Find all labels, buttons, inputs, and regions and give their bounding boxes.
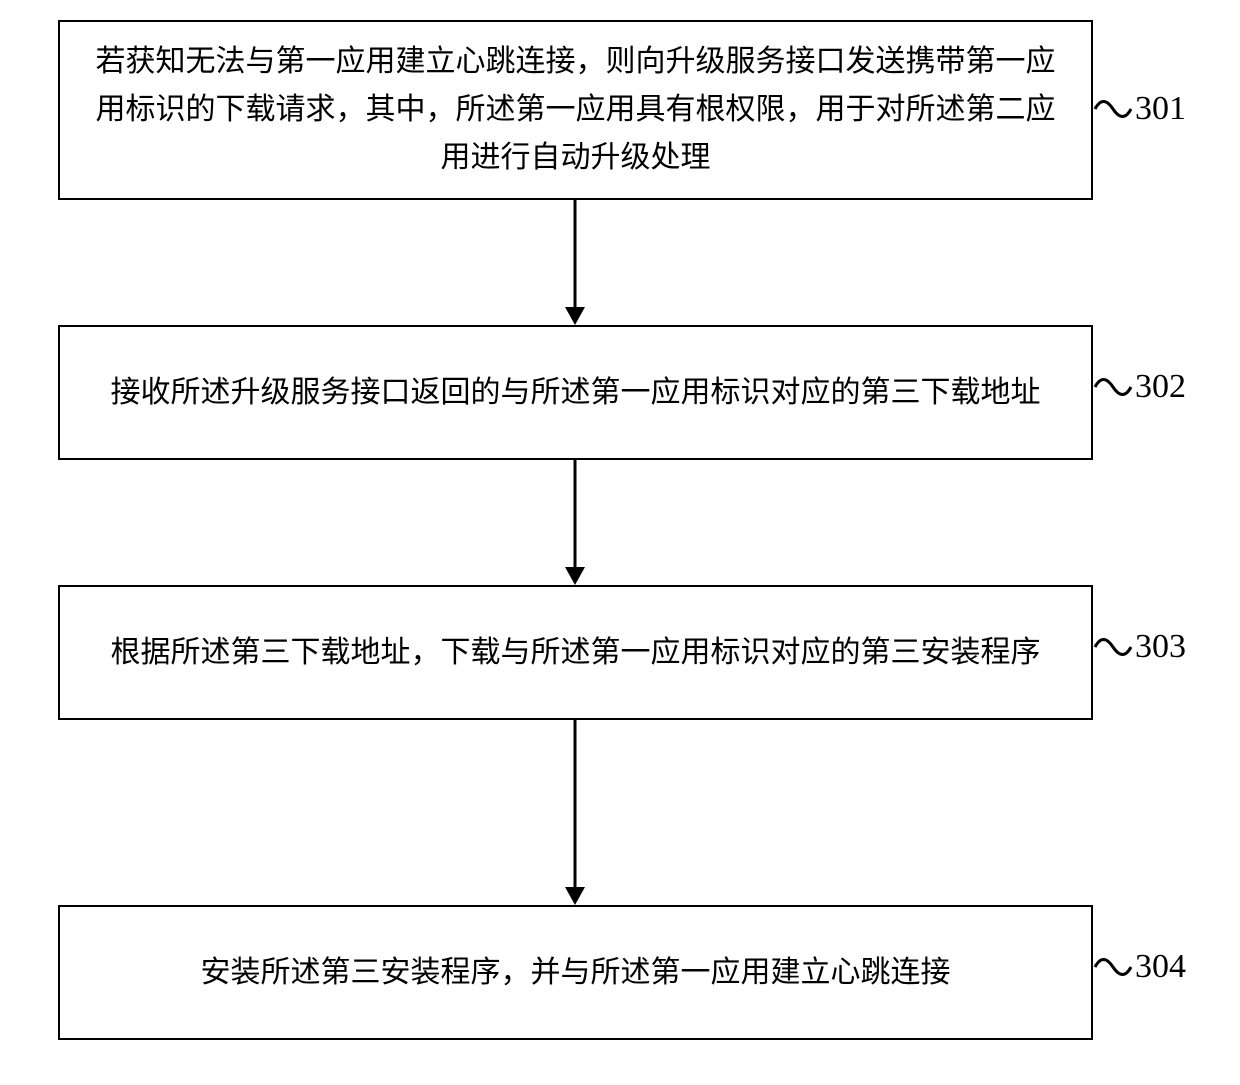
step-box-1: 若获知无法与第一应用建立心跳连接，则向升级服务接口发送携带第一应用标识的下载请求… [58,20,1093,200]
connector-marker-1 [1093,96,1133,122]
step-box-4: 安装所述第三安装程序，并与所述第一应用建立心跳连接 [58,905,1093,1040]
connector-marker-2 [1093,374,1133,400]
arrow-head-2 [565,567,585,585]
step-text-4: 安装所述第三安装程序，并与所述第一应用建立心跳连接 [201,949,951,997]
step-label-3: 303 [1135,628,1186,666]
step-label-4: 304 [1135,948,1186,986]
arrow-line-3 [574,720,577,887]
arrow-line-2 [574,460,577,567]
step-text-1: 若获知无法与第一应用建立心跳连接，则向升级服务接口发送携带第一应用标识的下载请求… [90,38,1061,182]
step-text-3: 根据所述第三下载地址，下载与所述第一应用标识对应的第三安装程序 [111,629,1041,677]
arrow-head-1 [565,307,585,325]
flowchart-container: 若获知无法与第一应用建立心跳连接，则向升级服务接口发送携带第一应用标识的下载请求… [0,0,1240,1085]
step-box-2: 接收所述升级服务接口返回的与所述第一应用标识对应的第三下载地址 [58,325,1093,460]
connector-marker-4 [1093,954,1133,980]
connector-marker-3 [1093,634,1133,660]
step-text-2: 接收所述升级服务接口返回的与所述第一应用标识对应的第三下载地址 [111,369,1041,417]
arrow-head-3 [565,887,585,905]
step-box-3: 根据所述第三下载地址，下载与所述第一应用标识对应的第三安装程序 [58,585,1093,720]
step-label-1: 301 [1135,90,1186,128]
step-label-2: 302 [1135,368,1186,406]
arrow-line-1 [574,200,577,307]
